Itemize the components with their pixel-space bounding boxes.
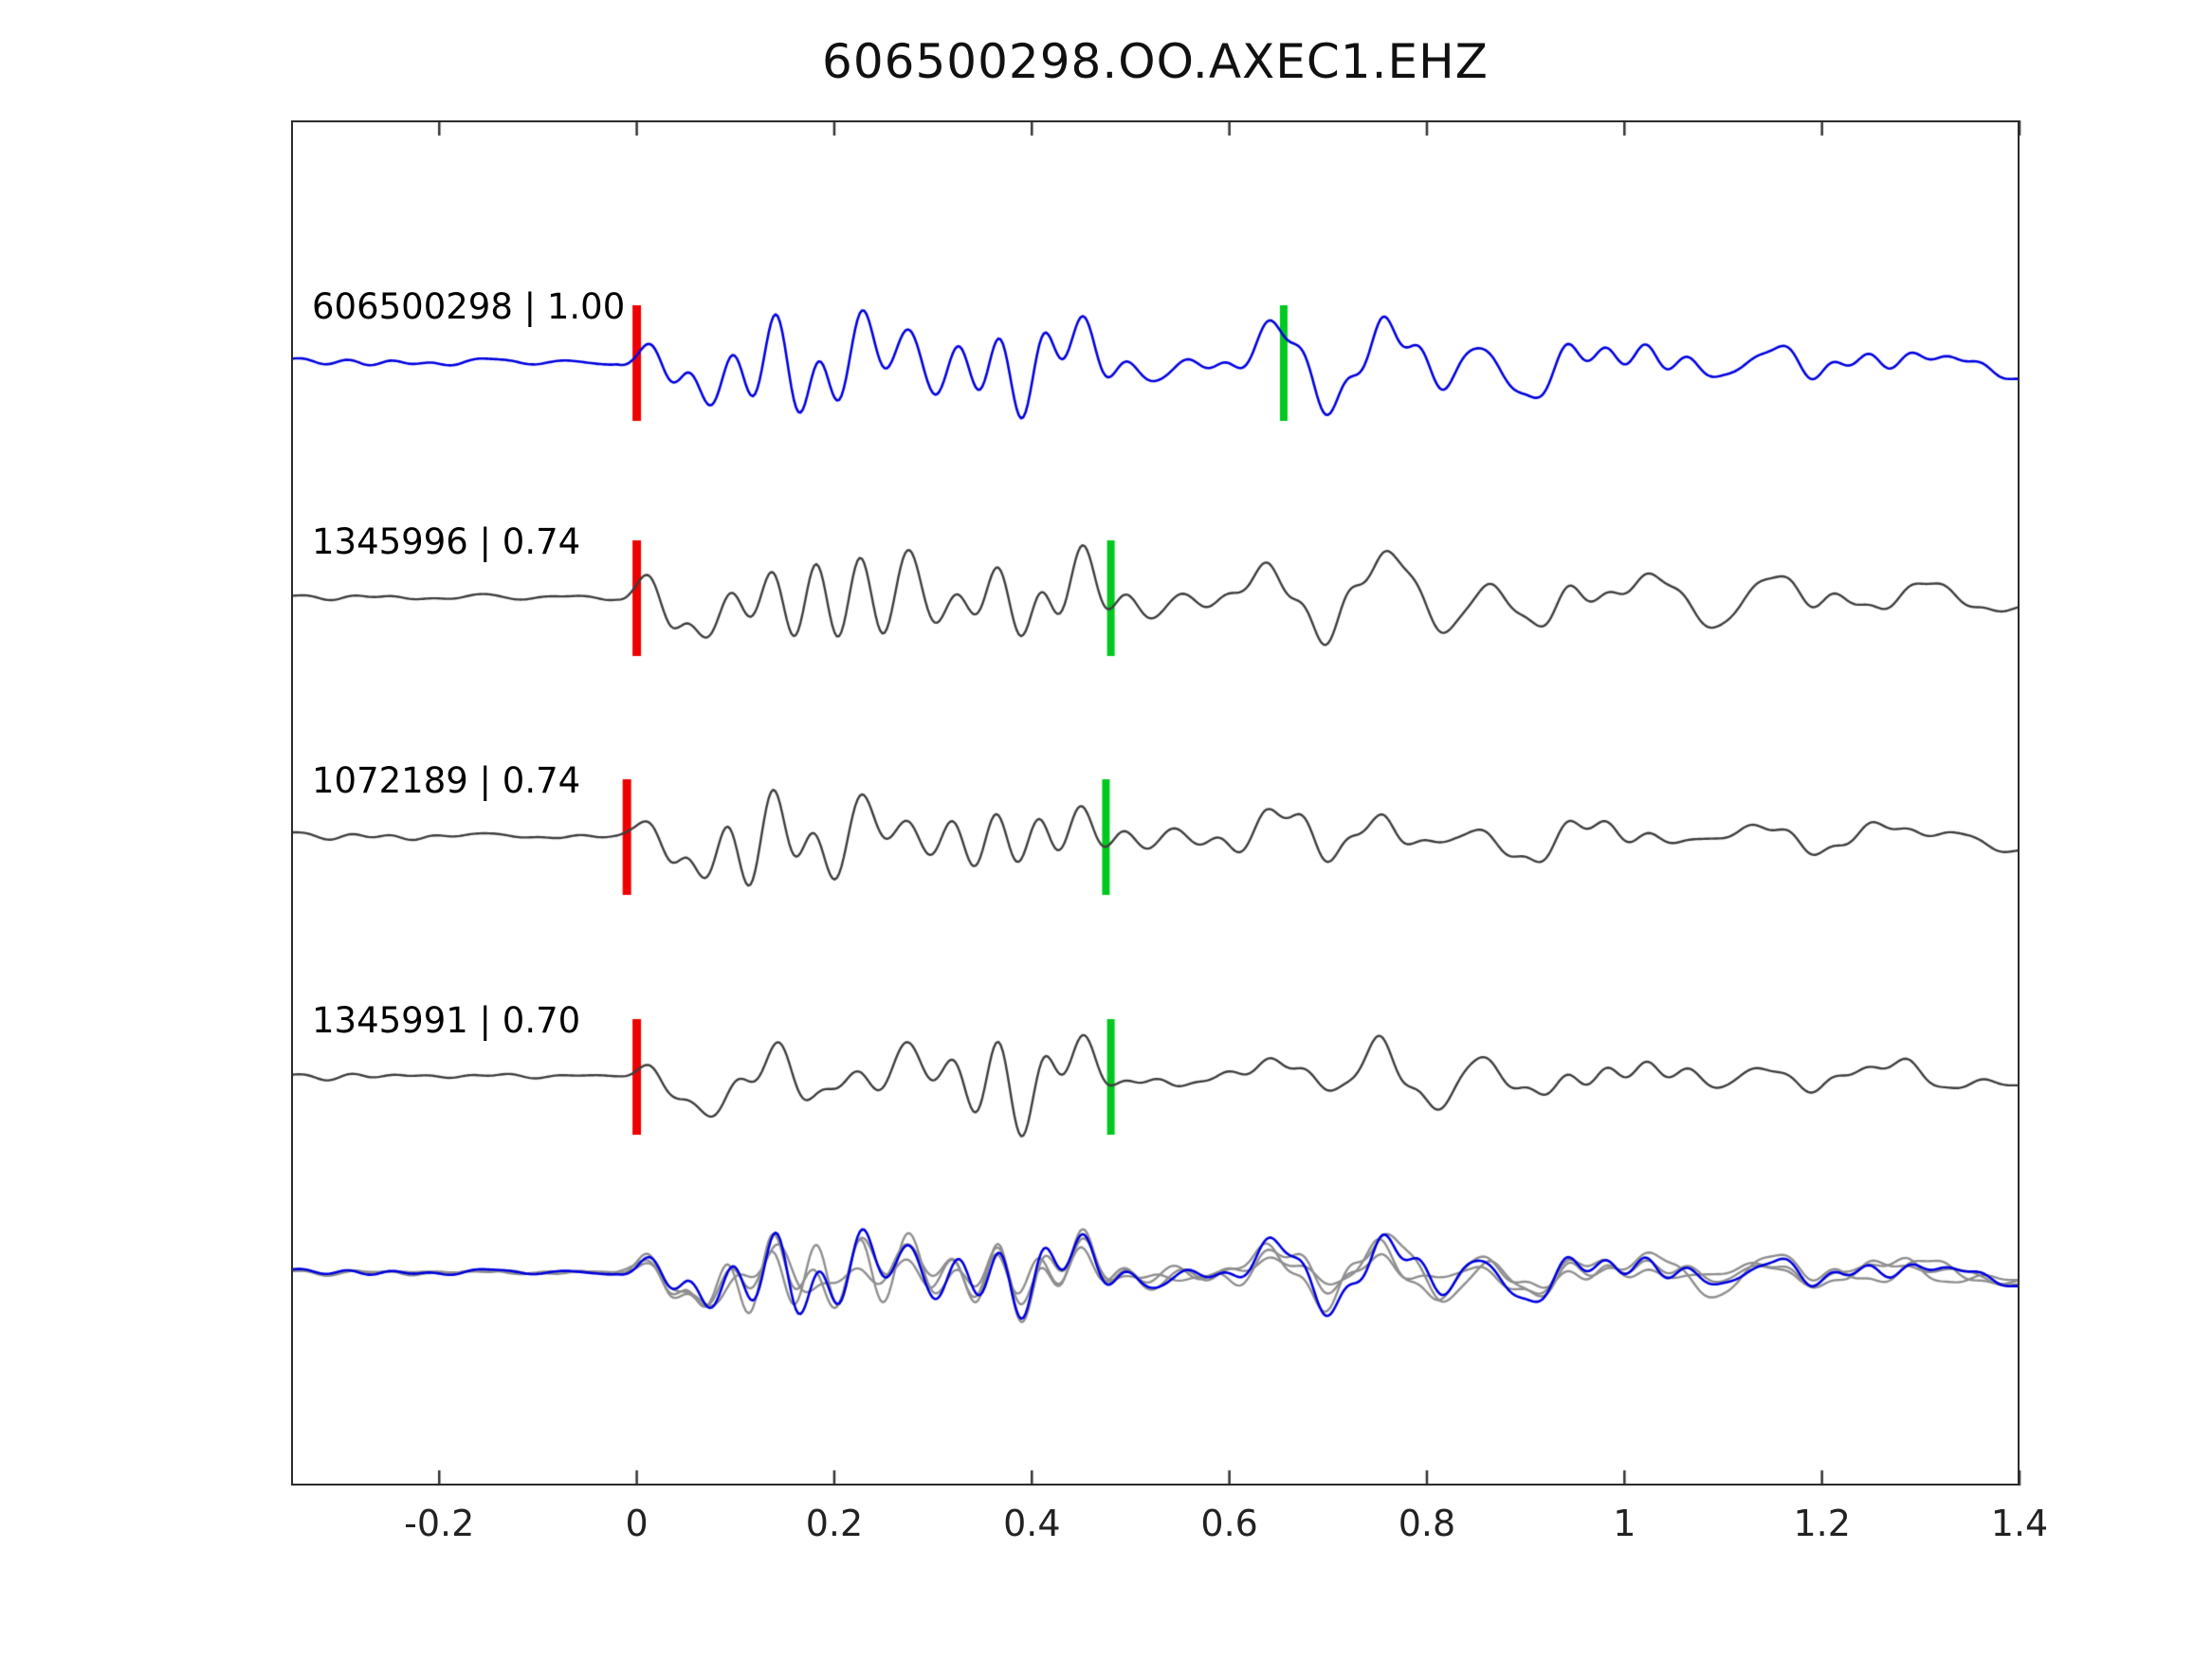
plot-frame <box>291 120 2020 1486</box>
x-tick-label: 0 <box>625 1503 649 1544</box>
plot-title: 606500298.OO.AXEC1.EHZ <box>822 34 1489 89</box>
trace-label-1072189: 1072189 | 0.74 <box>312 760 581 801</box>
x-tick-label: 1 <box>1613 1503 1636 1544</box>
trace-label-606500298: 606500298 | 1.00 <box>312 286 626 327</box>
x-tick-label: 0.4 <box>1003 1503 1061 1544</box>
trace-label-1345996: 1345996 | 0.74 <box>312 521 581 562</box>
trace-label-1345991: 1345991 | 0.70 <box>312 1000 581 1041</box>
x-tick-label: 1.2 <box>1793 1503 1851 1544</box>
x-tick-label: 0.2 <box>805 1503 864 1544</box>
x-tick-label: 0.8 <box>1398 1503 1456 1544</box>
x-tick-label: 0.6 <box>1200 1503 1258 1544</box>
x-tick-label: -0.2 <box>404 1503 475 1544</box>
x-tick-label: 1.4 <box>1990 1503 2049 1544</box>
